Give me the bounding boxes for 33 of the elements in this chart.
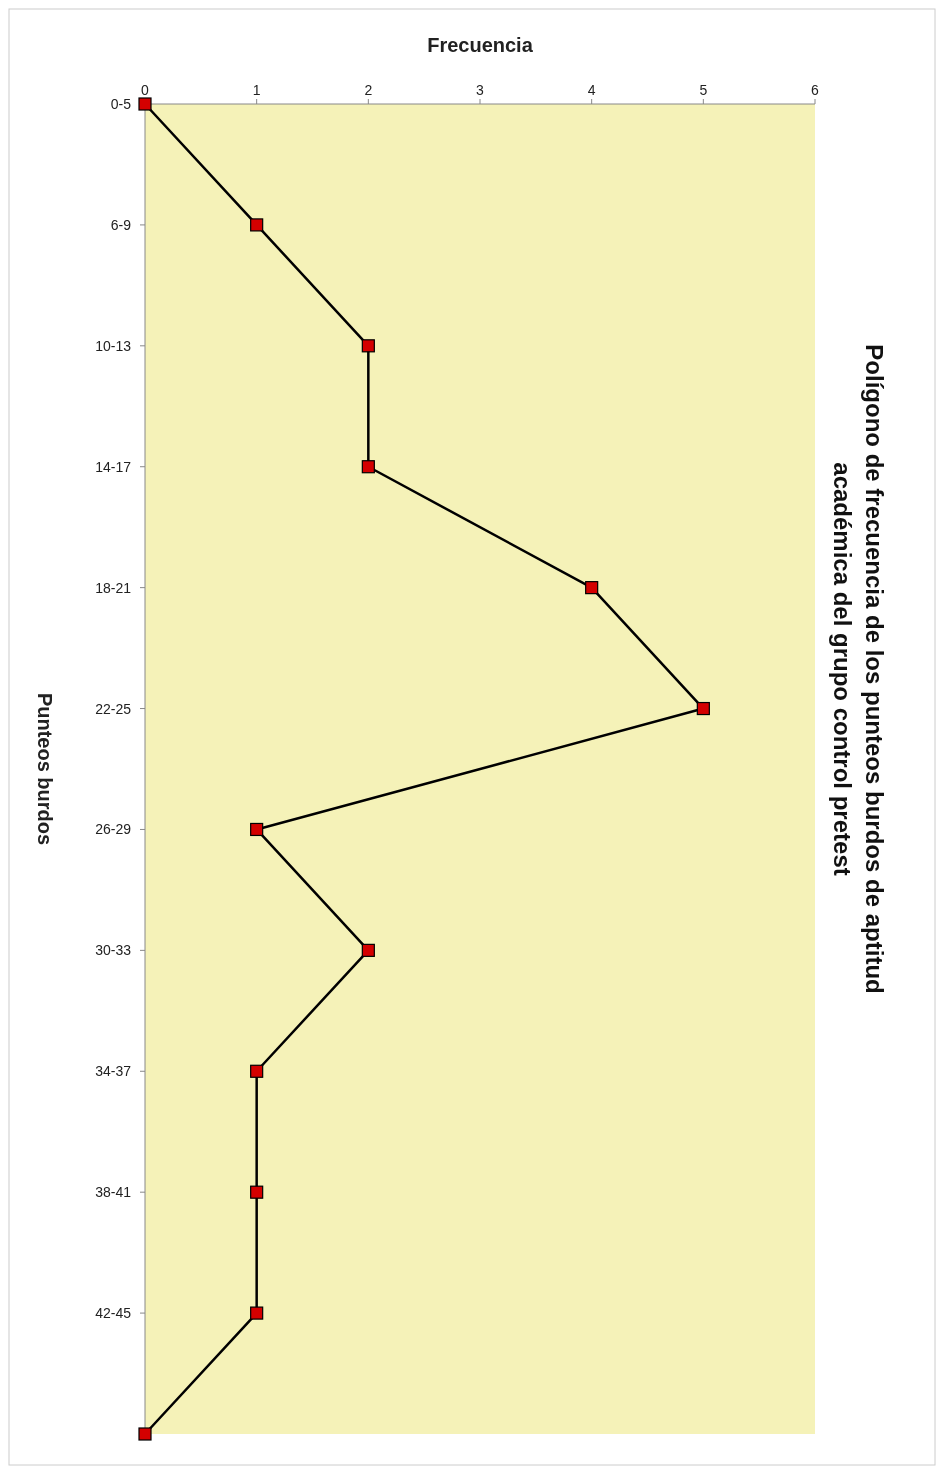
point [361, 943, 375, 957]
y-tick-label: 26-29 [95, 821, 132, 838]
point [250, 218, 264, 232]
x-tick-label: 1 [252, 82, 261, 98]
x-tick-label: 0 [141, 82, 150, 98]
x-tick-label: 6 [811, 82, 820, 98]
y-tick-label: 42-45 [95, 1305, 132, 1322]
point [250, 1064, 264, 1078]
point [250, 1185, 264, 1199]
point [361, 460, 375, 474]
y-tick-label: 30-33 [95, 942, 132, 959]
x-axis-title: Frecuencia [427, 34, 534, 56]
y-tick-label: 14-17 [95, 458, 132, 475]
y-tick-label: 10-13 [95, 337, 132, 354]
point [250, 1306, 264, 1320]
y-tick-label: 0-5 [110, 96, 132, 112]
y-tick-label: 38-41 [95, 1184, 132, 1201]
x-tick-label: 2 [364, 82, 373, 98]
y-tick-label: 6-9 [110, 216, 132, 233]
y-tick-label: 18-21 [95, 579, 132, 596]
y-axis-title: Punteos burdos [34, 692, 56, 846]
point [696, 701, 710, 716]
x-tick-label: 5 [699, 82, 708, 98]
y-tick-label: 22-25 [95, 700, 132, 717]
x-tick-label: 4 [587, 82, 596, 98]
text: Polígono de frecuencia de los punteos burdos de aptitud académica del grupo control pretest [828, 344, 888, 994]
y-tick-label: 34-37 [95, 1063, 132, 1080]
point [138, 1427, 152, 1441]
point [585, 581, 599, 595]
point [138, 97, 152, 111]
point [250, 822, 264, 837]
x-tick-label: 3 [476, 82, 485, 98]
point [361, 339, 375, 353]
